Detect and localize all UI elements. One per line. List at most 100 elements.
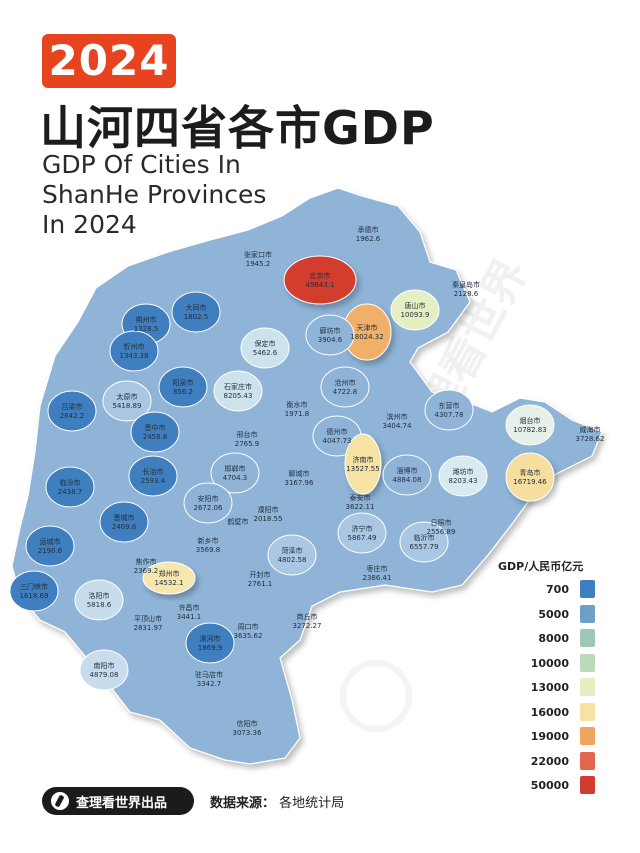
city-gdp-value: 3441.1 bbox=[177, 613, 202, 621]
city-name: 晋中市 bbox=[145, 423, 166, 432]
city-name: 泰安市 bbox=[350, 493, 371, 502]
legend-swatch bbox=[580, 604, 595, 623]
legend-swatch bbox=[580, 727, 595, 745]
city-gdp-value: 18024.32 bbox=[350, 333, 383, 341]
city-name: 焦作市 bbox=[136, 557, 157, 566]
city-gdp-value: 2190.6 bbox=[38, 547, 63, 555]
legend-item-label: 8000 bbox=[538, 632, 569, 645]
city-gdp-value: 2831.97 bbox=[134, 624, 163, 632]
city-region bbox=[505, 404, 555, 446]
legend-item: 19000 bbox=[505, 727, 605, 747]
city-name: 朔州市 bbox=[136, 315, 157, 324]
city-gdp-value: 2438.7 bbox=[58, 488, 83, 496]
city-region bbox=[158, 366, 208, 408]
city-gdp-value: 2672.06 bbox=[194, 504, 223, 512]
legend-swatch bbox=[580, 702, 595, 721]
city-gdp-value: 3404.74 bbox=[383, 422, 412, 430]
legend-item: 8000 bbox=[505, 629, 605, 649]
city-name: 大同市 bbox=[186, 303, 207, 312]
city-gdp-value: 4802.58 bbox=[278, 556, 307, 564]
city-name: 洛阳市 bbox=[89, 591, 110, 600]
city-region bbox=[505, 452, 555, 502]
city-gdp-value: 2369.2 bbox=[134, 567, 159, 575]
city-region bbox=[25, 525, 75, 567]
city-name: 忻州市 bbox=[124, 342, 145, 351]
city-name: 沧州市 bbox=[335, 378, 356, 387]
city-name: 驻马店市 bbox=[195, 670, 223, 679]
city-gdp-value: 1343.38 bbox=[120, 352, 149, 360]
city-name: 鹤壁市 bbox=[228, 517, 249, 526]
city-gdp-value: 1945.2 bbox=[246, 260, 271, 268]
data-source: 数据来源： 各地统计局 bbox=[210, 792, 344, 811]
city-region bbox=[267, 534, 317, 576]
city-name: 周口市 bbox=[238, 622, 259, 631]
city-gdp-value: 2761.1 bbox=[248, 580, 273, 588]
city-gdp-value: 10782.83 bbox=[513, 426, 546, 434]
city-gdp-value: 1962.6 bbox=[356, 235, 381, 243]
legend-item: 50000 bbox=[505, 776, 605, 796]
city-gdp-value: 2386.41 bbox=[363, 574, 392, 582]
city-gdp-value: 2642.2 bbox=[60, 412, 85, 420]
city-name: 许昌市 bbox=[179, 603, 200, 612]
legend-item-label: 700 bbox=[546, 583, 569, 596]
city-name: 商丘市 bbox=[297, 612, 318, 621]
city-name: 开封市 bbox=[250, 570, 271, 579]
city-region bbox=[390, 289, 440, 331]
city-gdp-value: 4722.8 bbox=[333, 388, 358, 396]
city-gdp-value: 5818.6 bbox=[87, 601, 112, 609]
city-name: 石家庄市 bbox=[224, 382, 252, 391]
city-name: 晋城市 bbox=[114, 513, 135, 522]
city-name: 邯郸市 bbox=[225, 464, 246, 473]
city-name: 聊城市 bbox=[289, 469, 310, 478]
city-gdp-value: 2128.6 bbox=[454, 290, 479, 298]
city-name: 济宁市 bbox=[352, 524, 373, 533]
city-name: 天津市 bbox=[357, 323, 378, 332]
city-region bbox=[382, 454, 432, 496]
city-region bbox=[183, 482, 233, 524]
city-region bbox=[47, 390, 97, 432]
legend-item-label: 10000 bbox=[530, 656, 569, 670]
legend-swatch bbox=[580, 751, 595, 770]
city-gdp-value: 1971.8 bbox=[285, 410, 310, 418]
brand-name: 查理看世界出品 bbox=[76, 796, 168, 811]
city-gdp-value: 13527.55 bbox=[346, 465, 379, 473]
city-name: 南阳市 bbox=[94, 661, 115, 670]
city-name: 临汾市 bbox=[60, 478, 81, 487]
city-region bbox=[171, 291, 221, 333]
city-name: 三门峡市 bbox=[20, 582, 48, 591]
city-name: 德州市 bbox=[327, 427, 348, 436]
city-region bbox=[185, 622, 235, 664]
page-title: 山河四省各市GDP bbox=[40, 101, 435, 155]
city-gdp-value: 856.2 bbox=[173, 388, 193, 396]
city-name: 阳泉市 bbox=[173, 378, 194, 387]
city-name: 承德市 bbox=[358, 225, 379, 234]
city-name: 临沂市 bbox=[414, 533, 435, 542]
city-region bbox=[344, 433, 382, 495]
city-name: 滨州市 bbox=[387, 412, 408, 421]
city-name: 菏泽市 bbox=[282, 546, 303, 555]
city-name: 北京市 bbox=[310, 271, 331, 280]
city-region bbox=[210, 452, 260, 494]
city-region bbox=[9, 570, 59, 612]
legend-item-label: 50000 bbox=[530, 779, 569, 792]
